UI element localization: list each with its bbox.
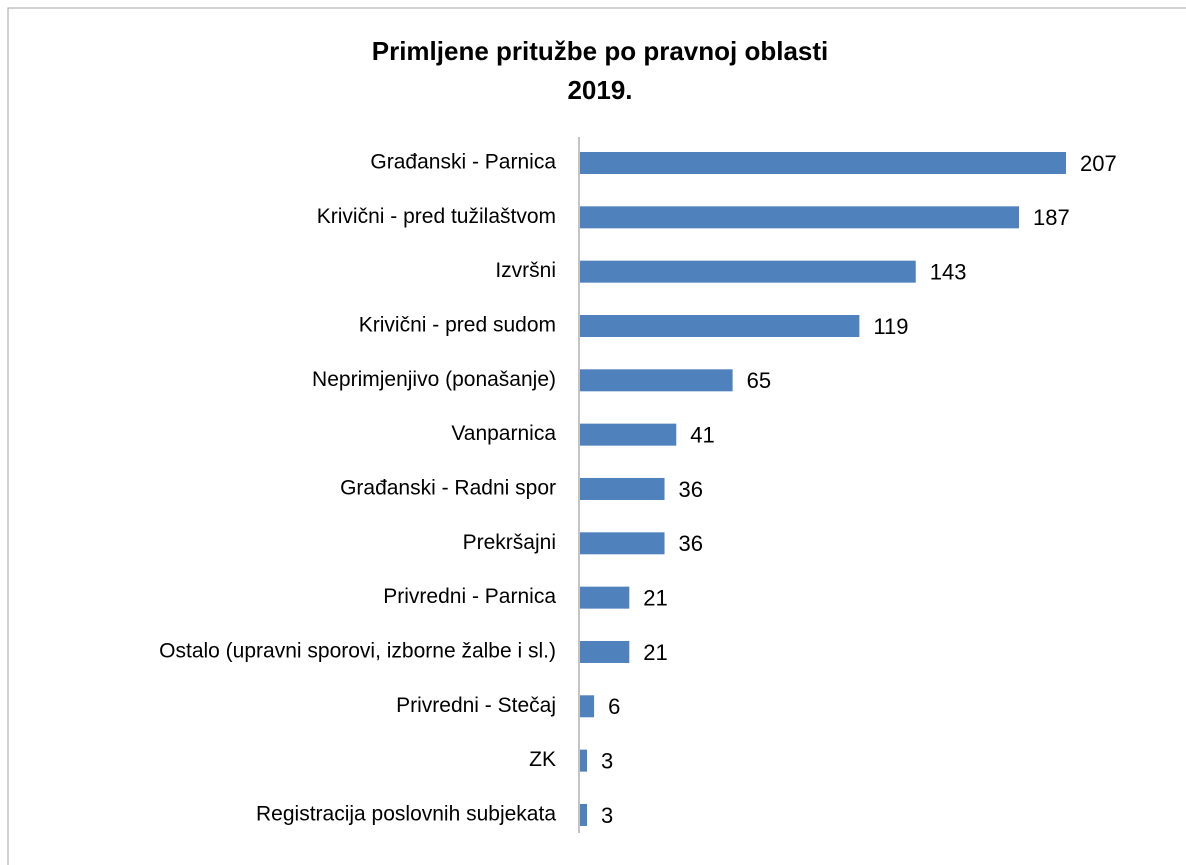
category-label: Privredni - Parnica: [383, 585, 556, 608]
value-label: 36: [679, 531, 703, 556]
category-label: Izvršni: [495, 259, 556, 282]
bar: [580, 640, 630, 663]
category-label: Registracija poslovnih subjekata: [256, 803, 556, 826]
value-label: 187: [1033, 205, 1070, 230]
category-label: Krivični - pred sudom: [359, 314, 556, 337]
bar: [580, 695, 595, 718]
category-label: Građanski - Radni spor: [340, 477, 556, 500]
value-label: 119: [873, 314, 908, 339]
chart-title: 2019.: [567, 75, 632, 105]
category-label: Vanparnica: [451, 422, 556, 445]
value-label: 207: [1080, 151, 1117, 176]
bar: [580, 586, 630, 609]
bar: [580, 314, 860, 337]
category-label: ZK: [529, 748, 556, 771]
bar: [580, 206, 1020, 229]
chart-frame: [7, 7, 1186, 865]
category-label: Građanski - Parnica: [370, 151, 556, 174]
category-label: Krivični - pred tužilaštvom: [317, 205, 556, 228]
category-label: Prekršajni: [463, 531, 556, 554]
category-label: Ostalo (upravni sporovi, izborne žalbe i…: [159, 640, 556, 663]
bar: [580, 477, 665, 500]
category-label: Neprimjenjivo (ponašanje): [312, 368, 556, 391]
bar: [580, 532, 665, 555]
category-label: Privredni - Stečaj: [396, 694, 556, 717]
value-label: 3: [601, 803, 613, 828]
value-label: 21: [643, 640, 667, 665]
value-label: 6: [608, 694, 620, 719]
bar: [580, 152, 1066, 174]
value-label: 65: [747, 368, 771, 393]
value-label: 36: [679, 477, 703, 502]
bar: [580, 423, 677, 446]
bar: [580, 803, 588, 826]
value-label: 3: [601, 748, 613, 773]
value-label: 41: [690, 422, 714, 447]
bar: [580, 369, 733, 392]
bar: [580, 749, 588, 772]
chart-title: Primljene pritužbe po pravnoj oblasti: [372, 36, 829, 66]
value-label: 21: [643, 585, 667, 610]
bar: [580, 260, 916, 283]
value-label: 143: [930, 259, 967, 284]
